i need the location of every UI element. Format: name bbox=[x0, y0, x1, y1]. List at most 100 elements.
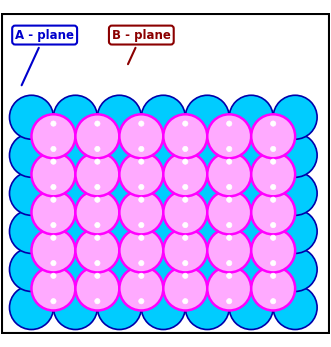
Circle shape bbox=[229, 210, 273, 253]
Circle shape bbox=[207, 114, 251, 158]
Circle shape bbox=[270, 273, 276, 278]
Circle shape bbox=[97, 171, 141, 215]
Circle shape bbox=[251, 152, 295, 196]
Circle shape bbox=[270, 235, 276, 240]
Circle shape bbox=[229, 247, 273, 291]
Circle shape bbox=[139, 235, 144, 240]
Circle shape bbox=[163, 114, 207, 158]
Circle shape bbox=[163, 191, 207, 234]
Circle shape bbox=[51, 261, 56, 266]
Circle shape bbox=[207, 152, 251, 196]
Circle shape bbox=[97, 247, 141, 291]
Circle shape bbox=[75, 266, 119, 311]
Circle shape bbox=[10, 133, 53, 177]
Circle shape bbox=[227, 146, 232, 152]
Circle shape bbox=[207, 266, 251, 311]
Circle shape bbox=[75, 228, 119, 272]
Circle shape bbox=[97, 95, 141, 139]
Circle shape bbox=[51, 184, 56, 190]
Circle shape bbox=[141, 133, 185, 177]
Circle shape bbox=[119, 228, 163, 272]
Circle shape bbox=[207, 191, 251, 234]
Circle shape bbox=[31, 152, 75, 196]
Circle shape bbox=[51, 222, 56, 228]
Circle shape bbox=[270, 298, 276, 304]
Circle shape bbox=[95, 273, 100, 278]
Circle shape bbox=[139, 197, 144, 202]
Circle shape bbox=[53, 95, 97, 139]
Circle shape bbox=[183, 298, 188, 304]
Circle shape bbox=[75, 191, 119, 234]
Circle shape bbox=[53, 210, 97, 253]
Circle shape bbox=[139, 159, 144, 164]
Circle shape bbox=[75, 114, 119, 158]
Circle shape bbox=[185, 247, 229, 291]
Circle shape bbox=[183, 121, 188, 126]
Circle shape bbox=[273, 247, 317, 291]
Circle shape bbox=[183, 222, 188, 228]
Circle shape bbox=[119, 152, 163, 196]
Circle shape bbox=[10, 95, 53, 139]
Circle shape bbox=[229, 95, 273, 139]
Circle shape bbox=[273, 171, 317, 215]
Circle shape bbox=[139, 146, 144, 152]
Circle shape bbox=[229, 286, 273, 330]
Circle shape bbox=[273, 210, 317, 253]
Circle shape bbox=[270, 146, 276, 152]
Circle shape bbox=[227, 235, 232, 240]
Circle shape bbox=[183, 159, 188, 164]
Circle shape bbox=[273, 133, 317, 177]
Circle shape bbox=[183, 197, 188, 202]
Circle shape bbox=[139, 184, 144, 190]
Circle shape bbox=[227, 121, 232, 126]
Circle shape bbox=[141, 210, 185, 253]
Circle shape bbox=[227, 298, 232, 304]
Circle shape bbox=[53, 286, 97, 330]
Circle shape bbox=[251, 191, 295, 234]
Circle shape bbox=[119, 114, 163, 158]
Circle shape bbox=[251, 228, 295, 272]
Circle shape bbox=[141, 171, 185, 215]
Circle shape bbox=[227, 159, 232, 164]
Circle shape bbox=[207, 228, 251, 272]
Circle shape bbox=[183, 146, 188, 152]
Circle shape bbox=[251, 266, 295, 311]
Circle shape bbox=[270, 261, 276, 266]
Circle shape bbox=[95, 197, 100, 202]
Circle shape bbox=[51, 146, 56, 152]
Circle shape bbox=[227, 222, 232, 228]
Circle shape bbox=[51, 298, 56, 304]
Circle shape bbox=[251, 114, 295, 158]
Circle shape bbox=[75, 152, 119, 196]
Circle shape bbox=[139, 273, 144, 278]
Circle shape bbox=[95, 298, 100, 304]
Circle shape bbox=[51, 121, 56, 126]
Circle shape bbox=[141, 286, 185, 330]
Circle shape bbox=[229, 171, 273, 215]
Circle shape bbox=[139, 222, 144, 228]
Circle shape bbox=[10, 247, 53, 291]
Circle shape bbox=[53, 133, 97, 177]
Circle shape bbox=[53, 171, 97, 215]
Circle shape bbox=[95, 222, 100, 228]
Circle shape bbox=[185, 133, 229, 177]
Circle shape bbox=[10, 286, 53, 330]
Circle shape bbox=[273, 286, 317, 330]
Circle shape bbox=[270, 159, 276, 164]
Circle shape bbox=[141, 95, 185, 139]
Text: A - plane: A - plane bbox=[15, 28, 74, 85]
Text: B - plane: B - plane bbox=[112, 28, 171, 64]
Circle shape bbox=[227, 197, 232, 202]
Circle shape bbox=[53, 247, 97, 291]
Circle shape bbox=[270, 197, 276, 202]
Circle shape bbox=[273, 95, 317, 139]
Circle shape bbox=[97, 210, 141, 253]
Circle shape bbox=[270, 121, 276, 126]
Circle shape bbox=[183, 273, 188, 278]
Circle shape bbox=[51, 197, 56, 202]
Circle shape bbox=[10, 210, 53, 253]
Circle shape bbox=[31, 191, 75, 234]
Circle shape bbox=[163, 266, 207, 311]
Circle shape bbox=[119, 266, 163, 311]
Circle shape bbox=[227, 184, 232, 190]
